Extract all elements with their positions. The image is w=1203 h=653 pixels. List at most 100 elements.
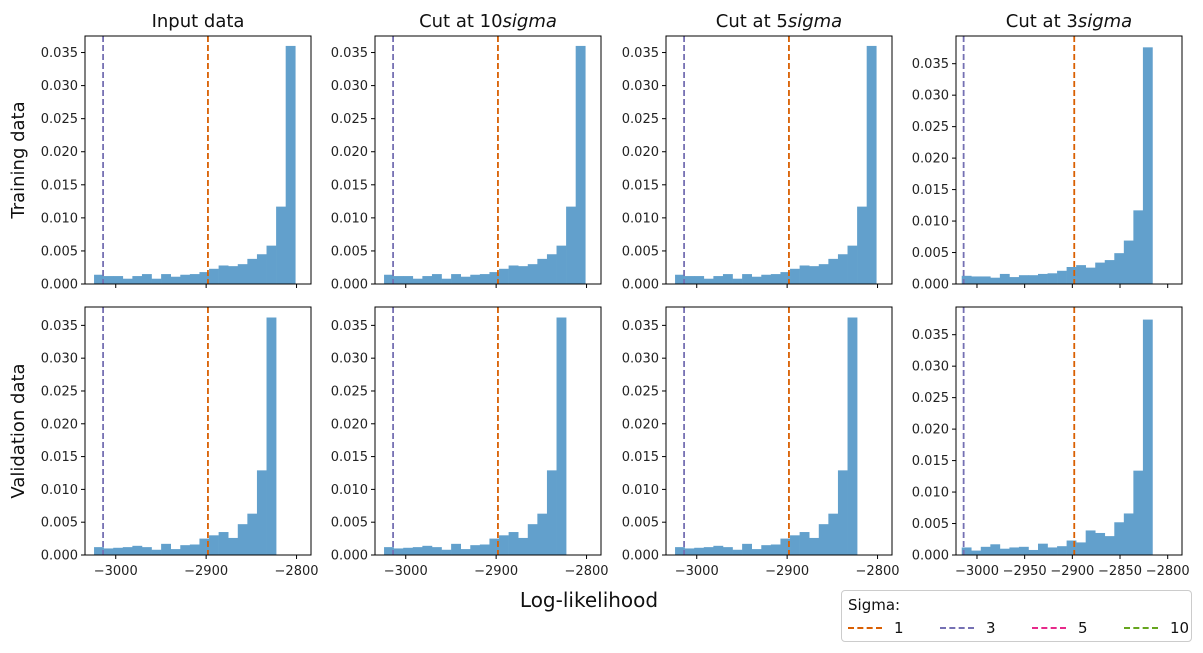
y-tick-label: 0.020 [912, 152, 949, 167]
y-tick: 0.020 [41, 145, 85, 160]
histogram-bar [1047, 547, 1058, 555]
histogram-bar [546, 254, 557, 284]
y-tick-label: 0.000 [912, 278, 949, 293]
sigma-legend: Sigma: 1 3 5 10 [841, 590, 1192, 642]
y-tick: 0.020 [622, 145, 666, 160]
y-tick: 0.035 [622, 319, 666, 334]
histogram-bar [422, 276, 433, 284]
y-tick: 0.035 [41, 46, 85, 61]
y-tick: 0.020 [331, 417, 375, 432]
y-tick: 0.030 [331, 79, 375, 94]
histogram-bar [209, 535, 219, 555]
y-tick: 0.015 [41, 178, 85, 193]
histogram-bar [1095, 262, 1106, 284]
histogram-bar [161, 274, 171, 284]
y-tick-label: 0.005 [41, 516, 78, 531]
histogram-bar [999, 273, 1010, 284]
histogram-bar [799, 265, 810, 284]
histogram-bar [403, 547, 414, 555]
histogram-bar [199, 538, 210, 555]
y-tick: 0.010 [622, 211, 666, 226]
histogram-bar [113, 547, 124, 555]
y-tick: 0.030 [912, 89, 956, 104]
histogram-bar [1133, 470, 1144, 555]
histogram-bar [479, 274, 490, 284]
y-tick: 0.015 [331, 450, 375, 465]
y-tick-label: 0.000 [912, 549, 949, 564]
histogram-bar [980, 276, 991, 284]
y-tick-label: 0.015 [912, 183, 949, 198]
histogram-bar [218, 532, 229, 555]
y-tick: 0.000 [41, 549, 85, 564]
y-tick-label: 0.030 [41, 352, 78, 367]
y-tick: 0.025 [331, 384, 375, 399]
histogram-bar [770, 544, 781, 555]
histogram-bar [441, 549, 452, 555]
y-tick-label: 0.035 [622, 46, 659, 61]
y-tick: 0.035 [912, 328, 956, 343]
histogram-bar [1066, 267, 1077, 284]
x-tick: −3000 [384, 555, 428, 579]
histogram-bar [451, 543, 461, 555]
x-tick-label: −3000 [384, 564, 428, 579]
y-tick: 0.000 [622, 278, 666, 293]
histogram-bar [818, 264, 829, 284]
y-tick-label: 0.000 [331, 549, 368, 564]
histogram-bar [1076, 265, 1086, 284]
y-tick-label: 0.030 [622, 352, 659, 367]
histogram-bar [999, 548, 1010, 555]
histogram-bar [431, 547, 442, 555]
y-tick: 0.010 [622, 483, 666, 498]
x-tick: −2800 [565, 555, 609, 579]
y-tick: 0.020 [912, 152, 956, 167]
y-tick: 0.000 [331, 549, 375, 564]
y-tick-label: 0.035 [912, 328, 949, 343]
y-tick-label: 0.035 [331, 319, 368, 334]
y-tick: 0.010 [41, 211, 85, 226]
y-tick: 0.025 [41, 384, 85, 399]
y-tick: 0.015 [912, 454, 956, 469]
y-tick-label: 0.005 [41, 244, 78, 259]
x-tick-label: −3000 [94, 564, 138, 579]
histogram-bar [770, 274, 781, 284]
histogram-bar [412, 547, 423, 555]
y-tick-label: 0.005 [331, 244, 368, 259]
x-tick: −3000 [955, 555, 999, 579]
histogram-bar [441, 278, 452, 284]
x-tick: −2900 [184, 555, 228, 579]
y-tick: 0.020 [912, 423, 956, 438]
y-tick-label: 0.015 [331, 450, 368, 465]
histogram-bar [1114, 253, 1125, 284]
y-tick-label: 0.010 [622, 483, 659, 498]
y-tick: 0.005 [331, 516, 375, 531]
y-tick: 0.035 [41, 319, 85, 334]
y-tick: 0.020 [622, 417, 666, 432]
y-tick-label: 0.000 [622, 549, 659, 564]
histogram-bar [1095, 532, 1106, 555]
y-tick: 0.030 [622, 79, 666, 94]
histogram-bar [499, 535, 509, 555]
histogram-bar [684, 276, 695, 284]
y-tick-label: 0.035 [331, 46, 368, 61]
legend-label: 5 [1078, 619, 1088, 637]
y-tick-label: 0.015 [331, 178, 368, 193]
y-tick: 0.005 [41, 516, 85, 531]
y-tick: 0.025 [41, 112, 85, 127]
histogram-bar [1104, 260, 1115, 284]
y-tick-label: 0.015 [41, 178, 78, 193]
histogram-bar [990, 544, 1001, 555]
histogram-bar [403, 276, 414, 284]
histogram-bar [489, 272, 500, 284]
y-tick: 0.030 [41, 352, 85, 367]
y-tick: 0.010 [912, 215, 956, 230]
y-tick-label: 0.035 [41, 46, 78, 61]
histogram-bar [499, 268, 509, 284]
y-tick: 0.010 [331, 211, 375, 226]
histogram-bar [751, 276, 762, 284]
histogram-bar [94, 274, 104, 284]
histogram-bar [1123, 240, 1134, 284]
y-tick: 0.005 [912, 246, 956, 261]
y-tick-label: 0.025 [331, 112, 368, 127]
y-tick-label: 0.015 [41, 450, 78, 465]
histogram-bar [479, 544, 490, 555]
